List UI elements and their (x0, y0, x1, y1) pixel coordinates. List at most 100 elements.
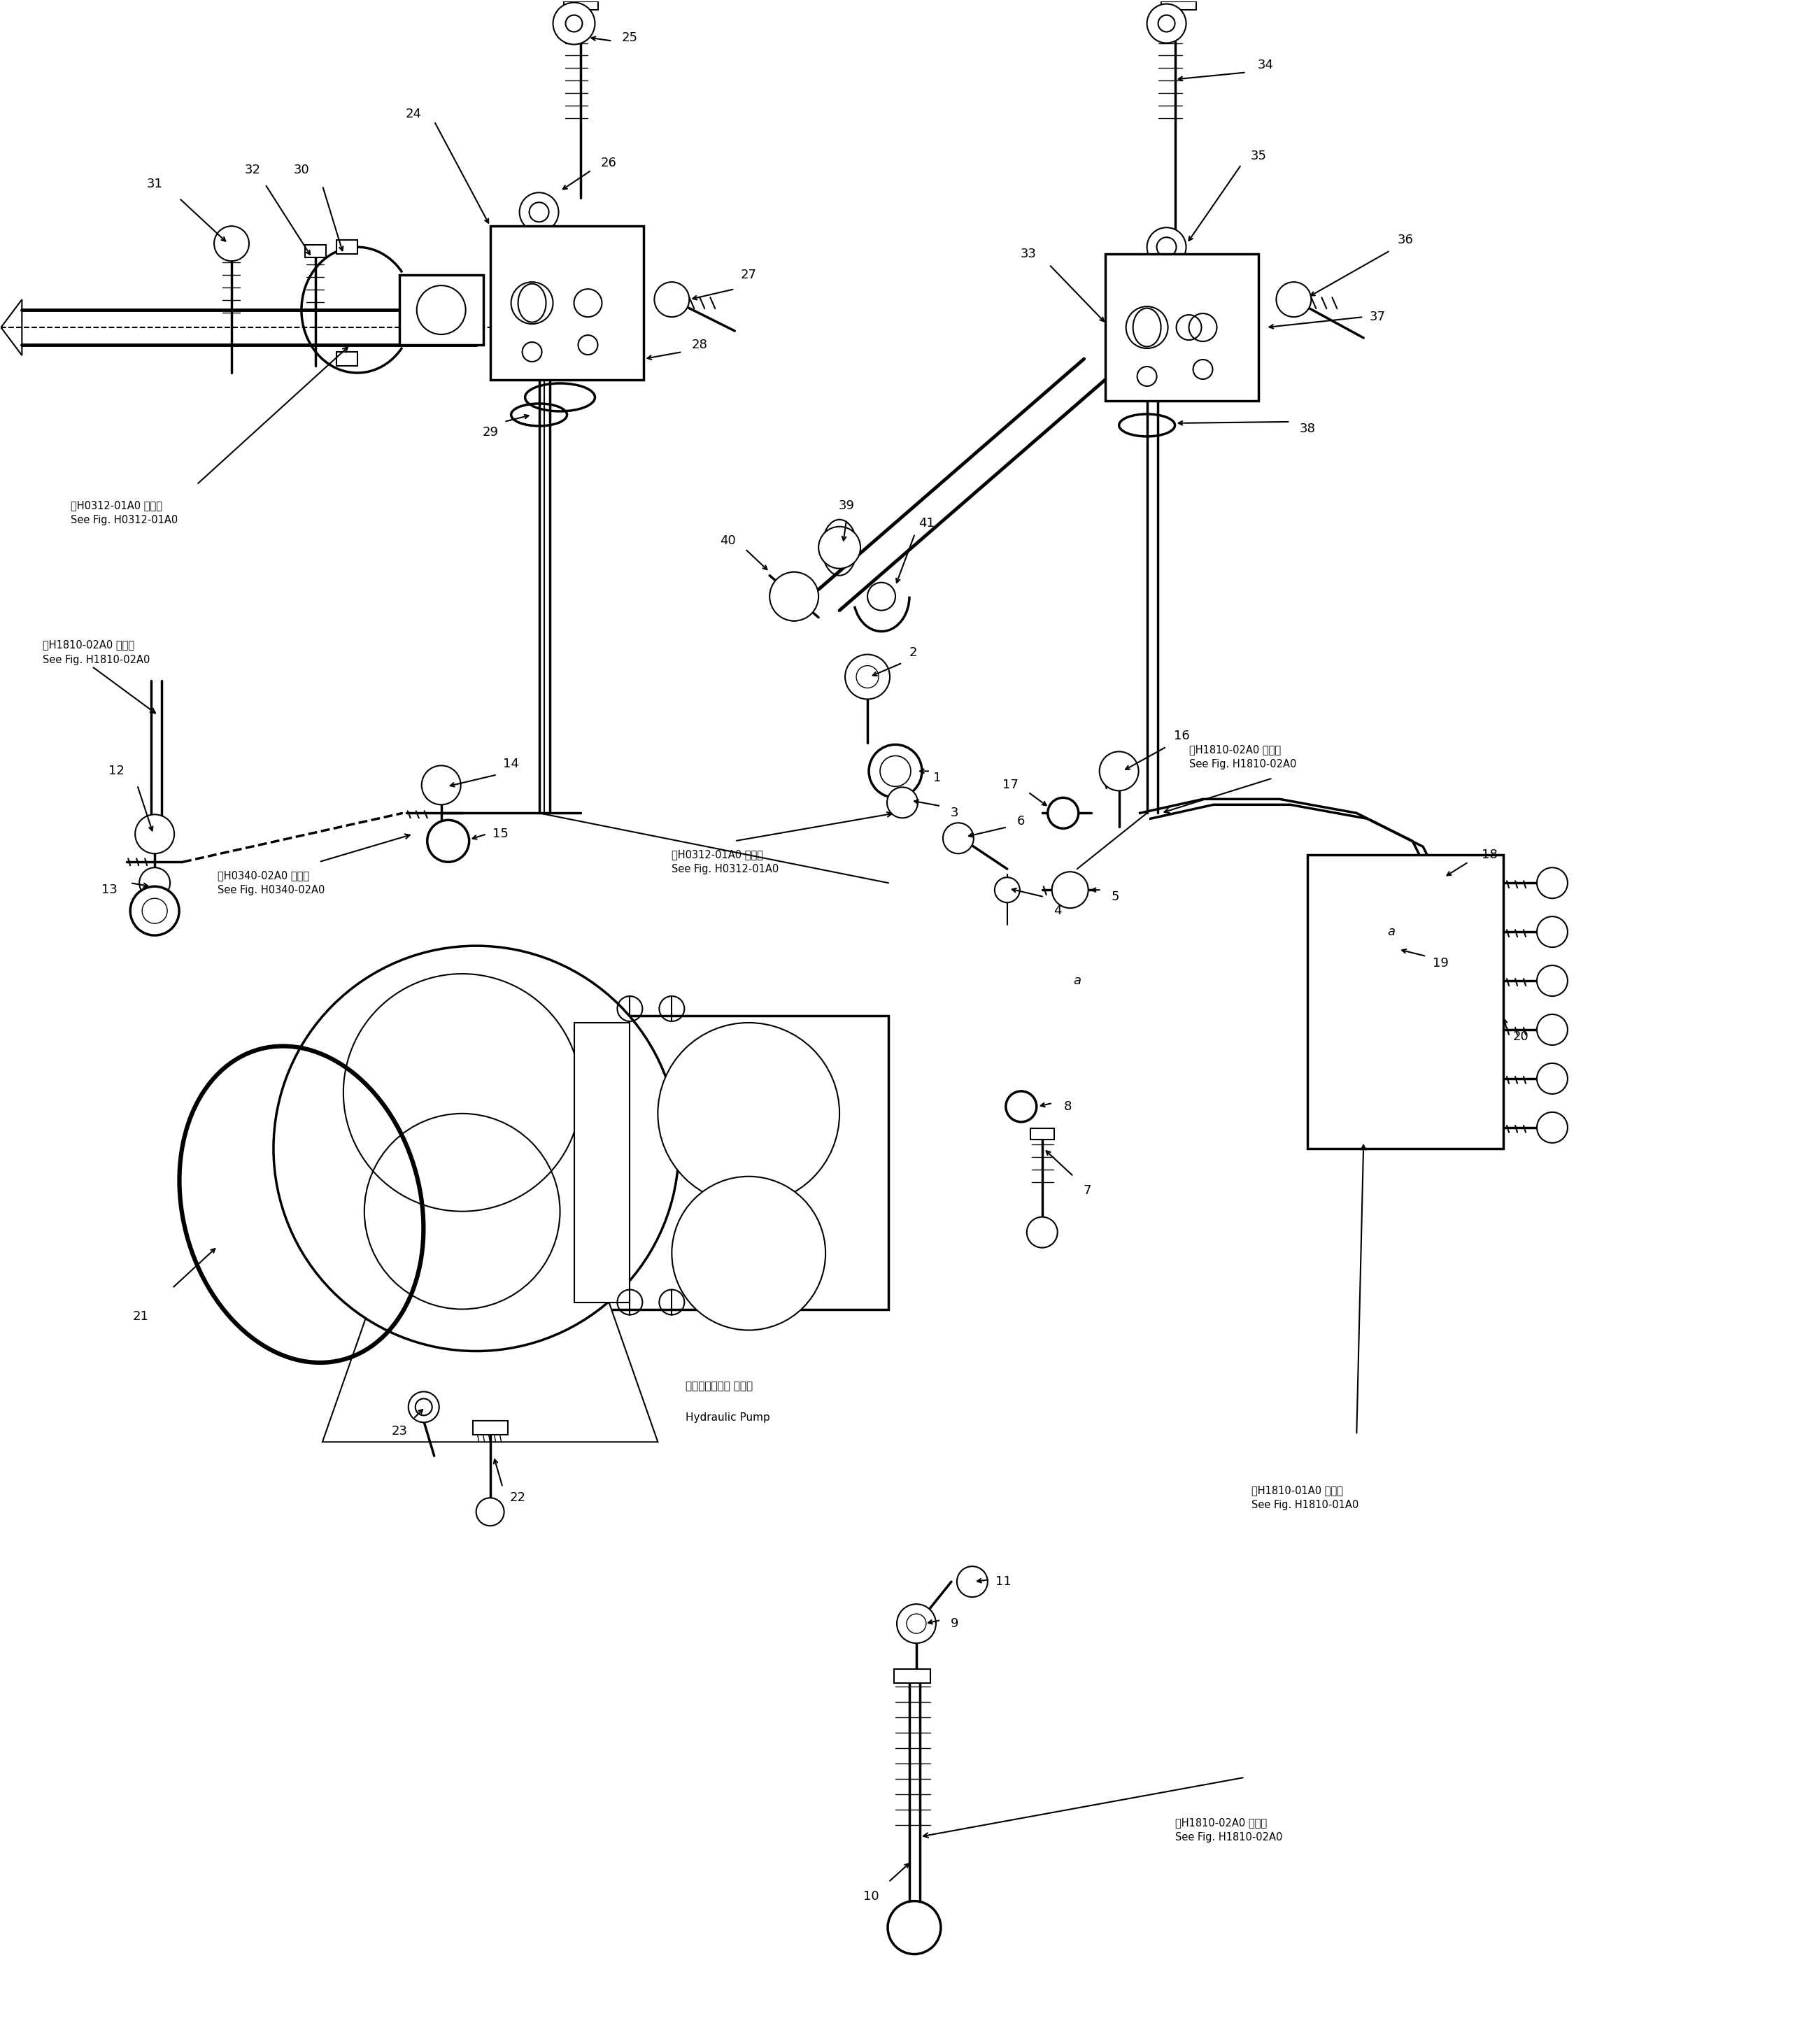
Circle shape (1537, 1014, 1567, 1044)
Circle shape (887, 787, 917, 818)
Text: 12: 12 (108, 764, 124, 777)
Circle shape (942, 824, 973, 854)
Text: a: a (1073, 975, 1081, 987)
Text: 19: 19 (1432, 957, 1449, 969)
Bar (305, 245, 327, 258)
Bar (336, 239, 357, 253)
Circle shape (957, 1566, 987, 1596)
Circle shape (1276, 282, 1310, 317)
Circle shape (416, 286, 465, 335)
Circle shape (1537, 867, 1567, 897)
Circle shape (869, 744, 923, 797)
Circle shape (1027, 1216, 1057, 1247)
Text: 30: 30 (294, 164, 309, 176)
Text: ハイドロリック ポンプ: ハイドロリック ポンプ (686, 1382, 754, 1392)
Polygon shape (2, 300, 22, 356)
Circle shape (427, 820, 468, 863)
Text: 4: 4 (1054, 905, 1061, 918)
Circle shape (1125, 307, 1169, 347)
Text: 41: 41 (919, 517, 935, 529)
Bar (221, 245, 242, 258)
Circle shape (1537, 965, 1567, 995)
Circle shape (1048, 797, 1079, 828)
Text: 5: 5 (1111, 891, 1120, 903)
Circle shape (565, 14, 582, 33)
Bar (1309, 854, 1504, 1149)
Ellipse shape (1133, 309, 1161, 347)
Circle shape (819, 527, 860, 568)
Bar (398, 276, 483, 345)
Text: 14: 14 (503, 758, 519, 771)
Text: 26: 26 (601, 157, 617, 170)
Text: 8: 8 (1064, 1100, 1072, 1112)
Text: 20: 20 (1513, 1030, 1529, 1042)
Text: 37: 37 (1370, 311, 1386, 323)
Text: 39: 39 (838, 499, 854, 511)
Text: 25: 25 (621, 31, 637, 43)
Bar (609, 1016, 889, 1310)
Circle shape (889, 1901, 941, 1954)
Circle shape (1147, 4, 1186, 43)
Circle shape (1147, 227, 1186, 266)
Circle shape (530, 202, 549, 223)
Text: 第H0340-02A0 図参照
See Fig. H0340-02A0: 第H0340-02A0 図参照 See Fig. H0340-02A0 (217, 871, 325, 895)
Circle shape (655, 282, 689, 317)
Text: 9: 9 (951, 1617, 959, 1629)
Circle shape (1005, 1091, 1036, 1122)
Text: 第H0312-01A0 図参照
See Fig. H0312-01A0: 第H0312-01A0 図参照 See Fig. H0312-01A0 (671, 850, 779, 875)
Text: 1: 1 (933, 773, 941, 785)
Circle shape (770, 572, 819, 621)
Circle shape (1537, 916, 1567, 946)
Text: 23: 23 (391, 1425, 407, 1437)
Circle shape (1352, 934, 1389, 973)
Circle shape (273, 946, 679, 1351)
Circle shape (1100, 752, 1138, 791)
Circle shape (845, 654, 890, 699)
Text: 10: 10 (863, 1891, 880, 1903)
Text: 第H1810-02A0 図参照
See Fig. H1810-02A0: 第H1810-02A0 図参照 See Fig. H1810-02A0 (1176, 1817, 1282, 1842)
Circle shape (1420, 863, 1461, 903)
Text: 28: 28 (691, 339, 707, 352)
Text: 17: 17 (1003, 779, 1020, 791)
Circle shape (880, 756, 910, 787)
Circle shape (214, 227, 250, 262)
Bar (490, 227, 644, 380)
Text: a: a (1388, 926, 1395, 938)
Bar (336, 352, 357, 366)
Circle shape (898, 1605, 935, 1643)
Text: 35: 35 (1251, 149, 1267, 164)
Polygon shape (323, 1302, 657, 1441)
Circle shape (657, 1022, 840, 1204)
Circle shape (1156, 237, 1176, 258)
Text: 7: 7 (1084, 1183, 1091, 1196)
Text: 21: 21 (133, 1310, 149, 1322)
Text: 29: 29 (483, 425, 499, 439)
Text: 16: 16 (1174, 730, 1190, 742)
Circle shape (415, 1398, 433, 1414)
Text: 31: 31 (147, 178, 163, 190)
Bar (1106, 253, 1258, 401)
Circle shape (1537, 1112, 1567, 1143)
Text: 第H0312-01A0 図参照
See Fig. H0312-01A0: 第H0312-01A0 図参照 See Fig. H0312-01A0 (70, 501, 178, 525)
Text: 6: 6 (1018, 816, 1025, 828)
Bar (564, 2, 598, 10)
Text: 2: 2 (908, 646, 917, 658)
Circle shape (553, 2, 594, 45)
Circle shape (906, 1615, 926, 1633)
Text: 38: 38 (1300, 423, 1316, 435)
Circle shape (519, 192, 558, 231)
Text: 33: 33 (1020, 247, 1036, 260)
Bar (574, 1022, 630, 1302)
Text: 第H1810-01A0 図参照
See Fig. H1810-01A0: 第H1810-01A0 図参照 See Fig. H1810-01A0 (1251, 1486, 1359, 1511)
Ellipse shape (519, 284, 546, 323)
Circle shape (407, 1392, 440, 1423)
Circle shape (994, 877, 1020, 903)
Text: Hydraulic Pump: Hydraulic Pump (686, 1412, 770, 1423)
Circle shape (1537, 1063, 1567, 1094)
Text: 第H1810-02A0 図参照
See Fig. H1810-02A0: 第H1810-02A0 図参照 See Fig. H1810-02A0 (43, 640, 151, 664)
Bar (1030, 1128, 1054, 1139)
Text: 27: 27 (741, 268, 757, 282)
Text: 13: 13 (101, 883, 117, 895)
Circle shape (135, 814, 174, 854)
Bar (894, 1670, 930, 1682)
